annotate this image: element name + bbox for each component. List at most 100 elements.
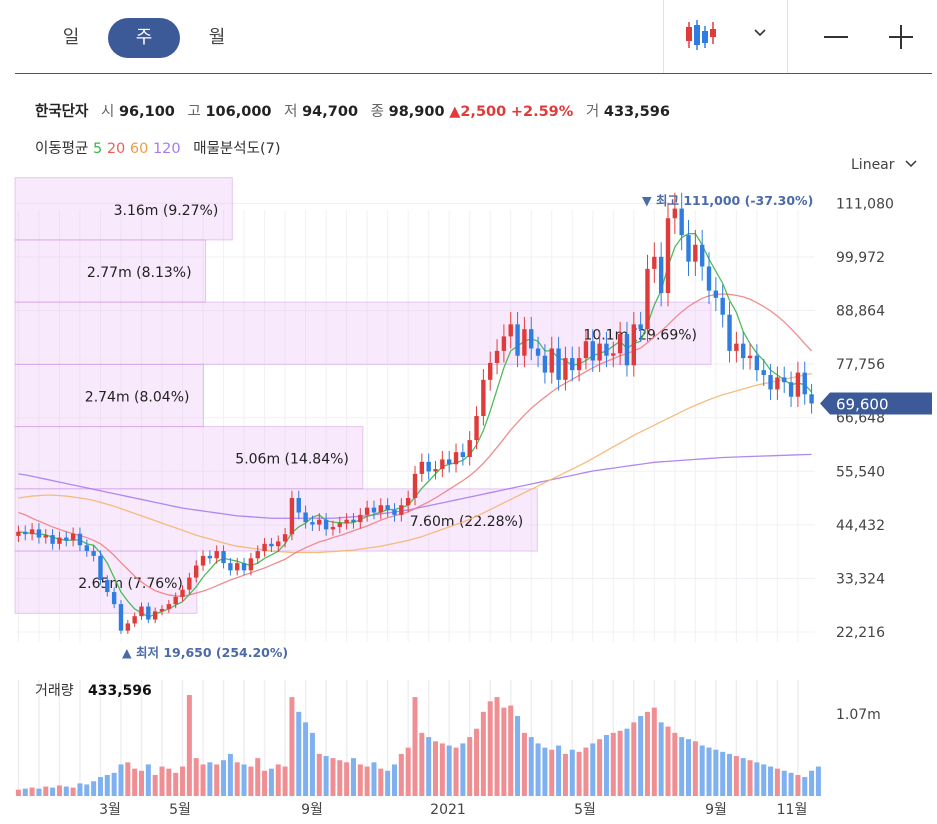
candle-body — [563, 358, 568, 380]
candle-body — [344, 519, 349, 524]
volume-bar — [487, 701, 493, 796]
volume-bar — [781, 770, 787, 796]
max-price-annotation: ▼ 최고 111,000 (-37.30%) — [642, 193, 813, 208]
volume-bar — [132, 768, 138, 796]
y-tick-label: 99,972 — [836, 250, 885, 266]
volume-bar — [576, 751, 582, 796]
candle-body — [508, 324, 513, 337]
candle-body — [84, 545, 89, 552]
volume-bar — [515, 716, 521, 796]
scale-selector[interactable]: Linear — [851, 157, 919, 173]
volume-bar — [480, 711, 486, 796]
y-tick-label: 111,080 — [836, 196, 894, 212]
volume-profile-label: 2.74m (8.04%) — [85, 390, 190, 406]
volume-bar — [323, 756, 329, 796]
volume-profile-label: 2.65m (7.76%) — [78, 576, 183, 592]
volume-bar — [590, 743, 596, 796]
volume-bar — [706, 747, 712, 796]
volume-bar — [200, 764, 206, 796]
ma-label[interactable]: 이동평균 — [35, 141, 89, 157]
candle-body — [556, 348, 561, 380]
candle-body — [474, 416, 479, 441]
volume-bar — [344, 762, 350, 796]
volume-bar — [727, 753, 733, 796]
candle-body — [29, 529, 35, 535]
current-price-tag — [820, 392, 932, 415]
volume-bar — [125, 762, 131, 796]
candle-body — [317, 519, 322, 525]
volume-profile-label: 3.16m (9.27%) — [114, 203, 219, 219]
candle-body — [385, 505, 390, 511]
candle-body — [720, 297, 725, 315]
volume-bar — [118, 764, 124, 796]
up-arrow-icon: ▲ — [449, 104, 461, 120]
volume-profile-label[interactable]: 매물분석도(7) — [193, 141, 281, 157]
candle-body — [412, 473, 418, 498]
volume-bar — [221, 760, 227, 796]
volume-bar — [528, 737, 534, 796]
volume-profile-bar — [14, 550, 198, 614]
volume-bar — [631, 722, 637, 796]
candle-body — [132, 616, 137, 624]
candle-body — [214, 551, 219, 559]
volume-bar — [36, 788, 42, 796]
volume-pane — [15, 672, 815, 796]
scale-mode: Linear — [851, 157, 895, 173]
ma20-label[interactable]: 20 — [106, 141, 126, 157]
chart-type-button[interactable] — [683, 0, 728, 74]
zoom-in-button[interactable] — [883, 0, 923, 74]
volume-bar — [227, 753, 233, 796]
volume-profile-label: 7.60m (22.28%) — [410, 514, 524, 530]
volume-bar — [446, 745, 452, 796]
candle-body — [139, 606, 144, 617]
candle-body — [98, 555, 103, 580]
volume-profile-bar — [14, 426, 364, 490]
candle-body — [364, 507, 370, 515]
ma60-line — [18, 372, 812, 554]
low-value: 94,700 — [302, 104, 359, 120]
volume-bar — [433, 741, 439, 796]
volume-bar — [692, 741, 698, 796]
candle-body — [77, 533, 83, 546]
ma20-line — [18, 293, 813, 598]
candle-body — [453, 452, 459, 465]
volume-bar — [337, 760, 343, 796]
candle-body — [440, 459, 445, 470]
volume-bar — [774, 768, 780, 796]
volume-bar — [412, 697, 418, 796]
tab-weekly[interactable]: 주 — [108, 18, 180, 58]
candle-body — [337, 523, 342, 527]
ma60-label[interactable]: 60 — [129, 141, 149, 157]
volume-bar — [556, 745, 562, 796]
volume-profile-bar — [14, 363, 204, 428]
candle-body — [522, 329, 527, 356]
volume-bar — [658, 722, 664, 796]
volume-bar — [145, 764, 151, 796]
period-tabs: 일 주 월 — [0, 0, 660, 74]
candle-body — [405, 498, 411, 506]
volume-label: 거 — [585, 104, 600, 120]
candle-body — [193, 565, 199, 578]
chart-type-dropdown[interactable] — [748, 0, 778, 74]
tab-daily[interactable]: 일 — [62, 27, 80, 48]
candle-body — [323, 519, 329, 530]
volume-bar — [357, 764, 363, 796]
candle-body — [166, 604, 172, 609]
ma120-label[interactable]: 120 — [152, 141, 181, 157]
candle-body — [761, 370, 766, 375]
candle-body — [303, 512, 308, 523]
candle-body — [460, 452, 466, 457]
candle-body — [187, 577, 192, 590]
volume-bar — [180, 766, 186, 796]
y-tick-label: 33,324 — [836, 571, 885, 587]
candle-body — [501, 336, 507, 351]
candle-body — [631, 324, 637, 366]
zoom-out-button[interactable] — [818, 0, 858, 74]
candle-body — [658, 256, 664, 293]
volume-profile-bar — [14, 239, 207, 303]
tab-monthly[interactable]: 월 — [208, 27, 226, 48]
ma5-label[interactable]: 5 — [92, 141, 103, 157]
volume-bar — [104, 774, 110, 796]
candle-body — [159, 608, 165, 612]
